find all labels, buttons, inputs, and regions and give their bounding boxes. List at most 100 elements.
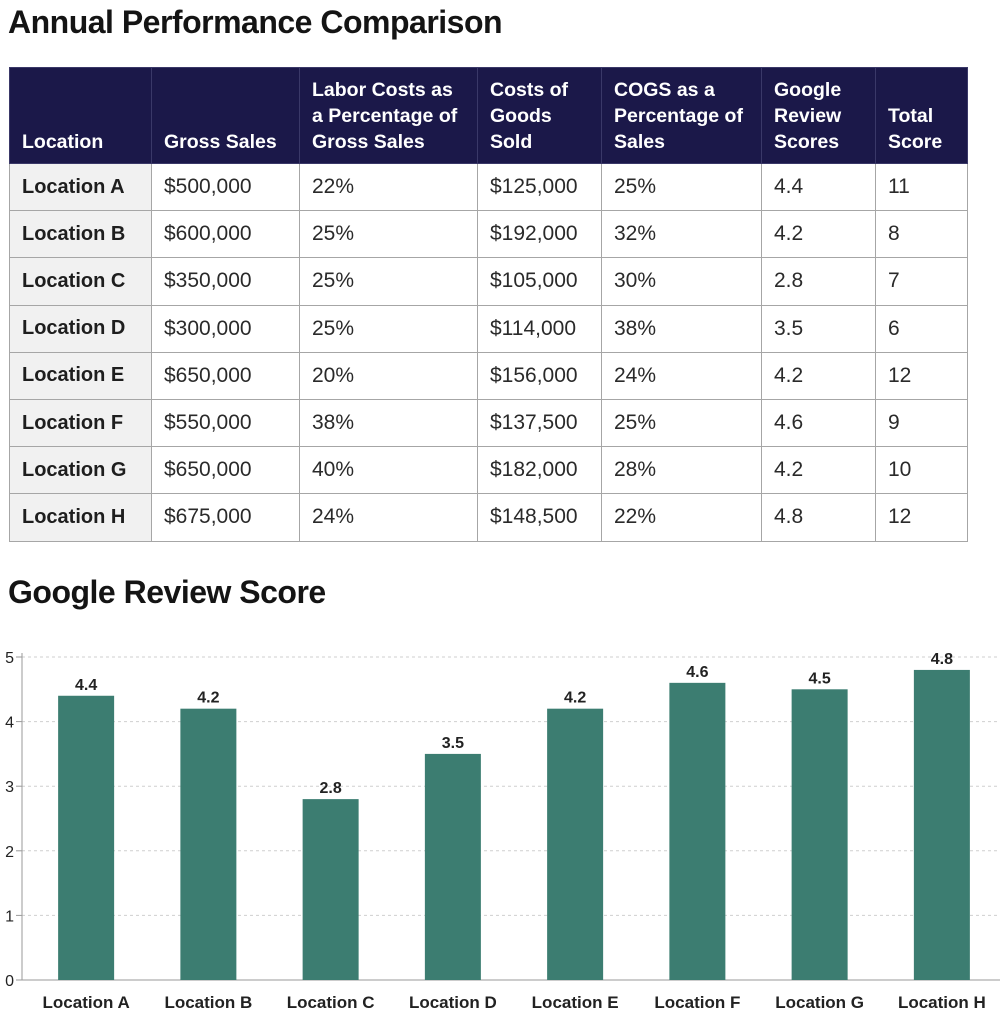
review-score-bar-chart: 0 1 2 3 4 5 4.4 Location A 4.2 Location B 2.8 Locat…	[5, 650, 1000, 1012]
labor-cost-cell: 25%	[299, 210, 478, 259]
review-score-cell: 3.5	[761, 304, 876, 353]
labor-cost-cell: 24%	[299, 493, 478, 542]
column-header-total-score: Total Score	[875, 67, 968, 164]
total-score-cell: 10	[875, 446, 968, 495]
table-row: Location D $300,000 25% $114,000 38% 3.5…	[9, 304, 968, 353]
gross-sales-cell: $650,000	[151, 351, 300, 400]
bar	[58, 695, 115, 980]
cogs-cell: $114,000	[477, 304, 602, 353]
bar	[913, 669, 970, 980]
cogs-percentage-cell: 25%	[601, 162, 762, 212]
column-header-labor-costs: Labor Costs as a Percentage of Gross Sal…	[299, 67, 478, 164]
cogs-percentage-cell: 28%	[601, 446, 762, 495]
y-tick-label: 5	[5, 650, 14, 667]
cogs-cell: $148,500	[477, 493, 602, 542]
data-label: 2.8	[320, 780, 342, 797]
location-cell: Location D	[9, 304, 152, 353]
review-score-cell: 4.2	[761, 446, 876, 495]
cogs-percentage-cell: 25%	[601, 398, 762, 448]
y-tick-label: 3	[5, 779, 14, 796]
gross-sales-cell: $600,000	[151, 210, 300, 259]
y-tick-label: 1	[5, 908, 14, 925]
data-label: 4.2	[197, 690, 219, 707]
bar	[547, 708, 604, 980]
data-label: 4.2	[564, 690, 586, 707]
gross-sales-cell: $500,000	[151, 162, 300, 212]
cogs-percentage-cell: 22%	[601, 493, 762, 542]
location-cell: Location G	[9, 446, 152, 495]
total-score-cell: 7	[875, 257, 968, 306]
cogs-percentage-cell: 30%	[601, 257, 762, 306]
review-score-cell: 4.2	[761, 351, 876, 400]
cogs-cell: $125,000	[477, 162, 602, 212]
labor-cost-cell: 22%	[299, 162, 478, 212]
x-tick-label: Location H	[898, 993, 986, 1012]
chart-title: Google Review Score	[8, 574, 326, 610]
gross-sales-cell: $550,000	[151, 398, 300, 448]
review-score-cell: 4.8	[761, 493, 876, 542]
y-tick-label: 2	[5, 844, 14, 861]
total-score-cell: 12	[875, 493, 968, 542]
y-tick-label: 4	[5, 715, 14, 732]
data-label: 4.6	[686, 664, 708, 681]
table-header-row: Location Gross Sales Labor Costs as a Pe…	[9, 67, 968, 164]
labor-cost-cell: 25%	[299, 304, 478, 353]
table-row: Location B $600,000 25% $192,000 32% 4.2…	[9, 210, 968, 259]
cogs-cell: $156,000	[477, 351, 602, 400]
cogs-percentage-cell: 38%	[601, 304, 762, 353]
total-score-cell: 12	[875, 351, 968, 400]
cogs-cell: $182,000	[477, 446, 602, 495]
gross-sales-cell: $300,000	[151, 304, 300, 353]
table-title: Annual Performance Comparison	[8, 4, 503, 40]
cogs-cell: $192,000	[477, 210, 602, 259]
x-tick-label: Location A	[43, 993, 130, 1012]
data-label: 3.5	[442, 735, 464, 752]
labor-cost-cell: 25%	[299, 257, 478, 306]
total-score-cell: 8	[875, 210, 968, 259]
table-row: Location A $500,000 22% $125,000 25% 4.4…	[9, 162, 968, 212]
column-header-cogs: Costs of Goods Sold	[477, 67, 602, 164]
x-tick-label: Location B	[164, 993, 252, 1012]
data-label: 4.4	[75, 677, 97, 694]
location-cell: Location F	[9, 398, 152, 448]
column-header-cogs-percentage: COGS as a Percentage of Sales	[601, 67, 762, 164]
review-score-cell: 4.6	[761, 398, 876, 448]
location-cell: Location E	[9, 351, 152, 400]
cogs-cell: $137,500	[477, 398, 602, 448]
table-row: Location F $550,000 38% $137,500 25% 4.6…	[9, 398, 968, 448]
total-score-cell: 6	[875, 304, 968, 353]
x-tick-label: Location C	[287, 993, 375, 1012]
column-header-google-review: Google Review Scores	[761, 67, 876, 164]
review-score-cell: 4.2	[761, 210, 876, 259]
labor-cost-cell: 40%	[299, 446, 478, 495]
data-label: 4.5	[809, 670, 831, 687]
performance-table: Location Gross Sales Labor Costs as a Pe…	[9, 67, 968, 542]
total-score-cell: 11	[875, 162, 968, 212]
x-tick-label: Location E	[532, 993, 619, 1012]
table-row: Location G $650,000 40% $182,000 28% 4.2…	[9, 446, 968, 495]
review-score-cell: 4.4	[761, 162, 876, 212]
data-label: 4.8	[931, 651, 953, 668]
x-tick-label: Location G	[775, 993, 864, 1012]
bar	[791, 689, 848, 980]
review-score-cell: 2.8	[761, 257, 876, 306]
table-row: Location H $675,000 24% $148,500 22% 4.8…	[9, 493, 968, 542]
location-cell: Location C	[9, 257, 152, 306]
total-score-cell: 9	[875, 398, 968, 448]
y-tick-label: 0	[5, 973, 14, 990]
cogs-cell: $105,000	[477, 257, 602, 306]
bar	[180, 708, 237, 980]
labor-cost-cell: 20%	[299, 351, 478, 400]
location-cell: Location A	[9, 162, 152, 212]
cogs-percentage-cell: 24%	[601, 351, 762, 400]
gross-sales-cell: $675,000	[151, 493, 300, 542]
location-cell: Location H	[9, 493, 152, 542]
x-tick-label: Location D	[409, 993, 497, 1012]
table-row: Location E $650,000 20% $156,000 24% 4.2…	[9, 351, 968, 400]
cogs-percentage-cell: 32%	[601, 210, 762, 259]
bar	[302, 799, 359, 980]
gross-sales-cell: $350,000	[151, 257, 300, 306]
bar	[424, 753, 481, 980]
column-header-location: Location	[9, 67, 152, 164]
column-header-gross-sales: Gross Sales	[151, 67, 300, 164]
